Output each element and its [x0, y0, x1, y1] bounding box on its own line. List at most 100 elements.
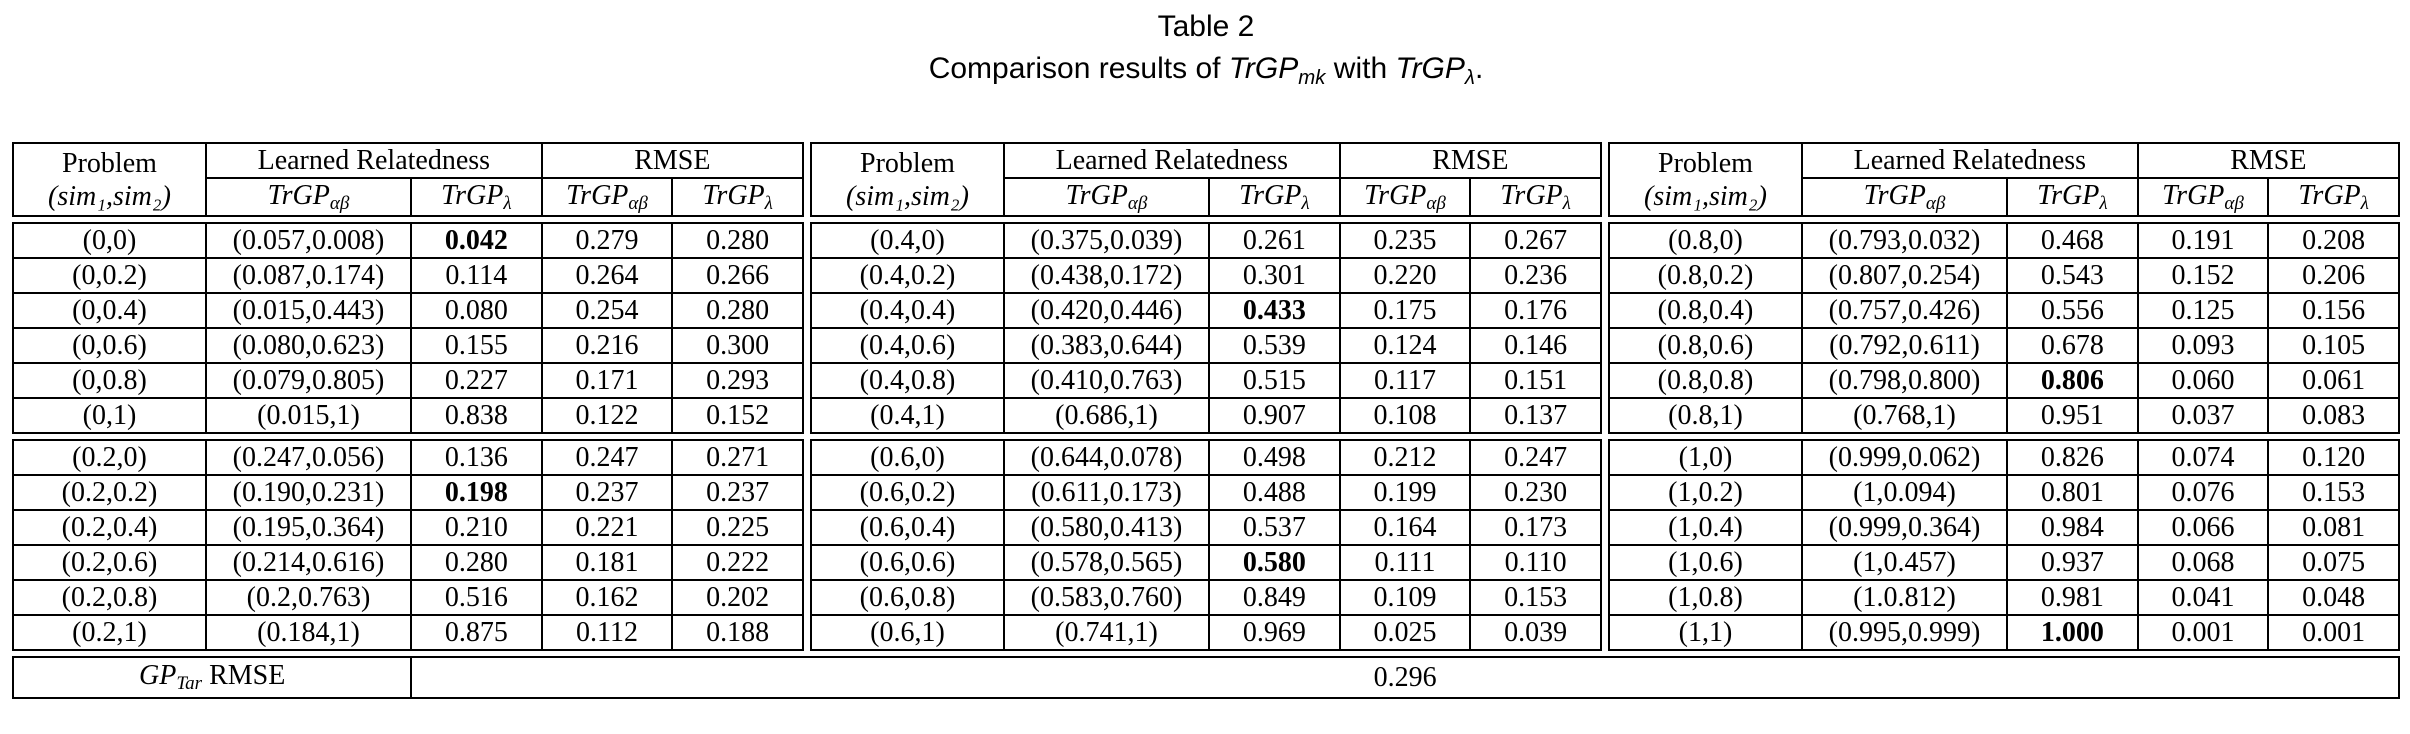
cell-relatedness-trgp-alphabeta: (0.611,0.173) — [1002, 474, 1211, 511]
header-row-top: Problem (sim₁,sim₂) Learned Relatedness … — [810, 142, 1603, 217]
cell-rmse-trgp-alphabeta: 0.125 — [2136, 292, 2270, 329]
cell-rmse-trgp-lambda: 0.247 — [1469, 439, 1602, 476]
cell-relatedness-trgp-alphabeta: (0.015,0.443) — [204, 292, 413, 329]
cell-problem: (0.6,1) — [810, 614, 1005, 651]
cell-relatedness-trgp-alphabeta: (1,0.457) — [1800, 544, 2009, 581]
cell-relatedness-trgp-alphabeta: (0.583,0.760) — [1002, 579, 1211, 616]
header-rmse-trgp-alphabeta: TrGPαβ — [1338, 177, 1472, 217]
problem-label: Problem — [1658, 147, 1753, 179]
table-row: (0.8,1) (0.768,1) 0.951 0.037 0.083 — [1608, 397, 2400, 434]
cell-problem: (1,0.2) — [1608, 474, 1803, 511]
cell-relatedness-trgp-lambda: 0.849 — [1208, 579, 1341, 616]
cell-rmse-trgp-alphabeta: 0.109 — [1338, 579, 1472, 616]
header-relatedness-trgp-lambda: TrGPλ — [1208, 177, 1341, 217]
cell-rmse-trgp-lambda: 0.280 — [671, 292, 804, 329]
problem-sub-label: (sim₁,sim₂) — [1644, 180, 1767, 212]
cell-rmse-trgp-lambda: 0.173 — [1469, 509, 1602, 546]
header-row-top: Problem (sim₁,sim₂) Learned Relatedness … — [1608, 142, 2401, 217]
cell-problem: (0,0.8) — [12, 362, 207, 399]
table-group-1: Problem (sim₁,sim₂) Learned Relatedness … — [12, 142, 805, 651]
header-row-sub: TrGPαβ TrGPλ TrGPαβ TrGPλ — [13, 177, 804, 217]
cell-rmse-trgp-lambda: 0.208 — [2267, 222, 2400, 259]
group-3-rows-lower: (1,0) (0.999,0.062) 0.826 0.074 0.120 (1,0.2)… — [1608, 439, 2400, 651]
problem-sub-label: (sim₁,sim₂) — [48, 180, 171, 212]
cell-relatedness-trgp-alphabeta: (0.195,0.364) — [204, 509, 413, 546]
gp-tar-rmse-row: GPTar RMSE 0.296 — [11, 656, 2400, 699]
table-row: (0.2,0) (0.247,0.056) 0.136 0.247 0.271 — [12, 439, 804, 476]
table-row: (0.8,0.4) (0.757,0.426) 0.556 0.125 0.156 — [1608, 292, 2400, 329]
cell-rmse-trgp-lambda: 0.236 — [1469, 257, 1602, 294]
cell-problem: (0.6,0.8) — [810, 579, 1005, 616]
table-footer: GPTar RMSE 0.296 — [11, 656, 2400, 699]
header-rmse-trgp-lambda: TrGPλ — [2267, 177, 2400, 217]
cell-rmse-trgp-lambda: 0.176 — [1469, 292, 1602, 329]
cell-relatedness-trgp-lambda: 0.537 — [1208, 509, 1341, 546]
table-number: Table 2 — [1157, 10, 1255, 43]
cell-relatedness-trgp-alphabeta: (0.057,0.008) — [204, 222, 413, 259]
cell-relatedness-trgp-lambda: 0.114 — [410, 257, 543, 294]
cell-rmse-trgp-alphabeta: 0.212 — [1338, 439, 1472, 476]
group-2-rows-upper: (0.4,0) (0.375,0.039) 0.261 0.235 0.267 (0.4,… — [810, 222, 1602, 434]
cell-rmse-trgp-lambda: 0.206 — [2267, 257, 2400, 294]
table-row: (0,1) (0.015,1) 0.838 0.122 0.152 — [12, 397, 804, 434]
cell-rmse-trgp-alphabeta: 0.220 — [1338, 257, 1472, 294]
cell-problem: (1,0.8) — [1608, 579, 1803, 616]
cell-rmse-trgp-alphabeta: 0.122 — [540, 397, 674, 434]
group-1-rows-upper: (0,0) (0.057,0.008) 0.042 0.279 0.280 (0,0.2)… — [12, 222, 804, 434]
table-row: (0.4,0.2) (0.438,0.172) 0.301 0.220 0.236 — [810, 257, 1602, 294]
cell-rmse-trgp-alphabeta: 0.247 — [540, 439, 674, 476]
cell-rmse-trgp-lambda: 0.105 — [2267, 327, 2400, 364]
cell-relatedness-trgp-lambda: 0.806 — [2006, 362, 2139, 399]
cell-relatedness-trgp-alphabeta: (0.410,0.763) — [1002, 362, 1211, 399]
header-rmse-trgp-alphabeta: TrGPαβ — [2136, 177, 2270, 217]
comparison-table: Problem (sim₁,sim₂) Learned Relatedness … — [11, 142, 2401, 699]
group-2-rows-lower: (0.6,0) (0.644,0.078) 0.498 0.212 0.247 (0.6,… — [810, 439, 1602, 651]
cell-relatedness-trgp-lambda: 0.907 — [1208, 397, 1341, 434]
problem-label: Problem — [62, 147, 157, 179]
group-2-header: Problem (sim₁,sim₂) Learned Relatedness … — [810, 142, 1603, 217]
cell-problem: (0,1) — [12, 397, 207, 434]
header-relatedness-trgp-alphabeta: TrGPαβ — [204, 177, 413, 217]
cell-relatedness-trgp-lambda: 0.155 — [410, 327, 543, 364]
header-rmse: RMSE — [1338, 142, 1603, 179]
subtitle-prefix: Comparison results of — [928, 52, 1229, 85]
group-3-rows-upper: (0.8,0) (0.793,0.032) 0.468 0.191 0.208 (0.8,… — [1608, 222, 2400, 434]
cell-problem: (1,0.4) — [1608, 509, 1803, 546]
header-problem: Problem (sim₁,sim₂) — [810, 142, 1005, 217]
cell-rmse-trgp-alphabeta: 0.171 — [540, 362, 674, 399]
cell-rmse-trgp-lambda: 0.266 — [671, 257, 804, 294]
table-row: (0.8,0.2) (0.807,0.254) 0.543 0.152 0.206 — [1608, 257, 2400, 294]
header-learned-relatedness: Learned Relatedness — [1800, 142, 2139, 179]
cell-rmse-trgp-alphabeta: 0.181 — [540, 544, 674, 581]
cell-rmse-trgp-alphabeta: 0.164 — [1338, 509, 1472, 546]
cell-problem: (0.6,0) — [810, 439, 1005, 476]
cell-rmse-trgp-lambda: 0.001 — [2267, 614, 2400, 651]
header-problem: Problem (sim₁,sim₂) — [1608, 142, 1803, 217]
cell-problem: (0.2,0.8) — [12, 579, 207, 616]
table-row: (1,0) (0.999,0.062) 0.826 0.074 0.120 — [1608, 439, 2400, 476]
subtitle-middle: with — [1325, 52, 1396, 85]
cell-rmse-trgp-lambda: 0.230 — [1469, 474, 1602, 511]
cell-relatedness-trgp-alphabeta: (0.580,0.413) — [1002, 509, 1211, 546]
cell-problem: (0.2,0.2) — [12, 474, 207, 511]
cell-relatedness-trgp-alphabeta: (0.798,0.800) — [1800, 362, 2009, 399]
table-row: (1,0.2) (1,0.094) 0.801 0.076 0.153 — [1608, 474, 2400, 511]
cell-rmse-trgp-lambda: 0.188 — [671, 614, 804, 651]
cell-rmse-trgp-alphabeta: 0.124 — [1338, 327, 1472, 364]
cell-problem: (0.2,1) — [12, 614, 207, 651]
cell-relatedness-trgp-alphabeta: (0.184,1) — [204, 614, 413, 651]
cell-problem: (0.6,0.6) — [810, 544, 1005, 581]
cell-rmse-trgp-alphabeta: 0.074 — [2136, 439, 2270, 476]
table-row: (0.2,0.4) (0.195,0.364) 0.210 0.221 0.225 — [12, 509, 804, 546]
header-learned-relatedness: Learned Relatedness — [1002, 142, 1341, 179]
table-row: (0,0.2) (0.087,0.174) 0.114 0.264 0.266 — [12, 257, 804, 294]
cell-problem: (0.8,0.4) — [1608, 292, 1803, 329]
table-group-3: Problem (sim₁,sim₂) Learned Relatedness … — [1608, 142, 2401, 651]
cell-relatedness-trgp-alphabeta: (0.079,0.805) — [204, 362, 413, 399]
subtitle-suffix: . — [1474, 52, 1484, 85]
table-caption: Table 2 Comparison results of TrGPmk wit… — [12, 10, 2400, 89]
cell-relatedness-trgp-lambda: 0.261 — [1208, 222, 1341, 259]
cell-rmse-trgp-alphabeta: 0.221 — [540, 509, 674, 546]
cell-relatedness-trgp-alphabeta: (0.999,0.364) — [1800, 509, 2009, 546]
cell-relatedness-trgp-alphabeta: (0.644,0.078) — [1002, 439, 1211, 476]
